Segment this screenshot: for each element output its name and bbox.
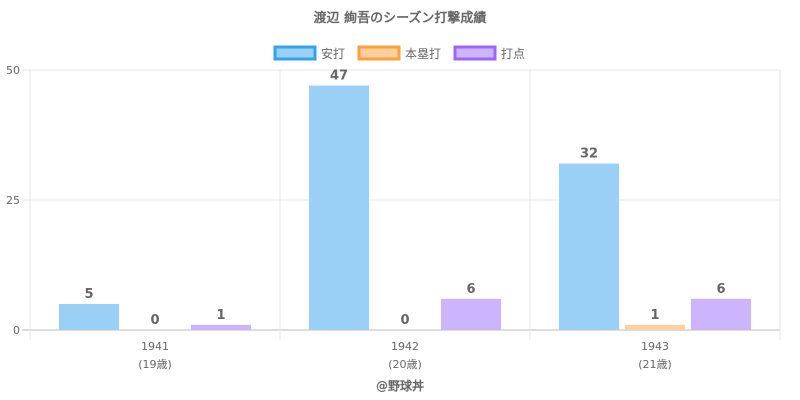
x-tick-label: 1943	[641, 340, 669, 353]
data-labels: 5 0 1 47 0 6 32 1 6	[84, 69, 725, 328]
data-label: 6	[466, 282, 475, 297]
legend-item[interactable]: 安打	[273, 45, 345, 61]
data-label: 47	[330, 69, 348, 84]
x-tick-label: 1941	[141, 340, 169, 353]
x-axis: 1941 (19歳) 1942 (20歳) 1943 (21歳)	[138, 340, 672, 371]
legend-swatch	[357, 45, 401, 61]
legend-item[interactable]: 本塁打	[357, 45, 441, 61]
y-tick-label: 25	[6, 194, 20, 207]
x-tick-sublabel: (20歳)	[388, 358, 422, 371]
bar	[559, 163, 619, 330]
legend-label: 打点	[501, 47, 525, 61]
data-label: 1	[650, 308, 659, 323]
y-axis: 0 25 50	[6, 64, 20, 337]
bar	[441, 298, 501, 330]
legend-swatch	[453, 45, 497, 61]
legend-swatch	[273, 45, 317, 61]
bar	[691, 298, 751, 330]
grid	[22, 69, 781, 340]
y-tick-label: 0	[13, 324, 20, 337]
x-tick-label: 1942	[391, 340, 419, 353]
data-label: 32	[580, 147, 598, 162]
credit: @野球丼	[376, 378, 424, 393]
legend-label: 本塁打	[405, 47, 441, 61]
data-label: 6	[716, 282, 725, 297]
legend: 安打 本塁打 打点	[273, 45, 525, 61]
data-label: 1	[216, 308, 225, 323]
y-tick-label: 50	[6, 64, 20, 77]
chart-title: 渡辺 絢吾のシーズン打撃成績	[314, 10, 487, 26]
x-tick-sublabel: (21歳)	[638, 358, 672, 371]
bar	[309, 85, 369, 330]
bar	[59, 304, 119, 330]
bar	[625, 324, 685, 330]
legend-label: 安打	[321, 46, 345, 61]
data-label: 0	[400, 313, 409, 328]
data-label: 0	[150, 313, 159, 328]
bars	[59, 85, 751, 330]
x-tick-sublabel: (19歳)	[138, 358, 172, 371]
data-label: 5	[84, 287, 93, 302]
bar	[191, 324, 251, 330]
legend-item[interactable]: 打点	[453, 45, 525, 61]
